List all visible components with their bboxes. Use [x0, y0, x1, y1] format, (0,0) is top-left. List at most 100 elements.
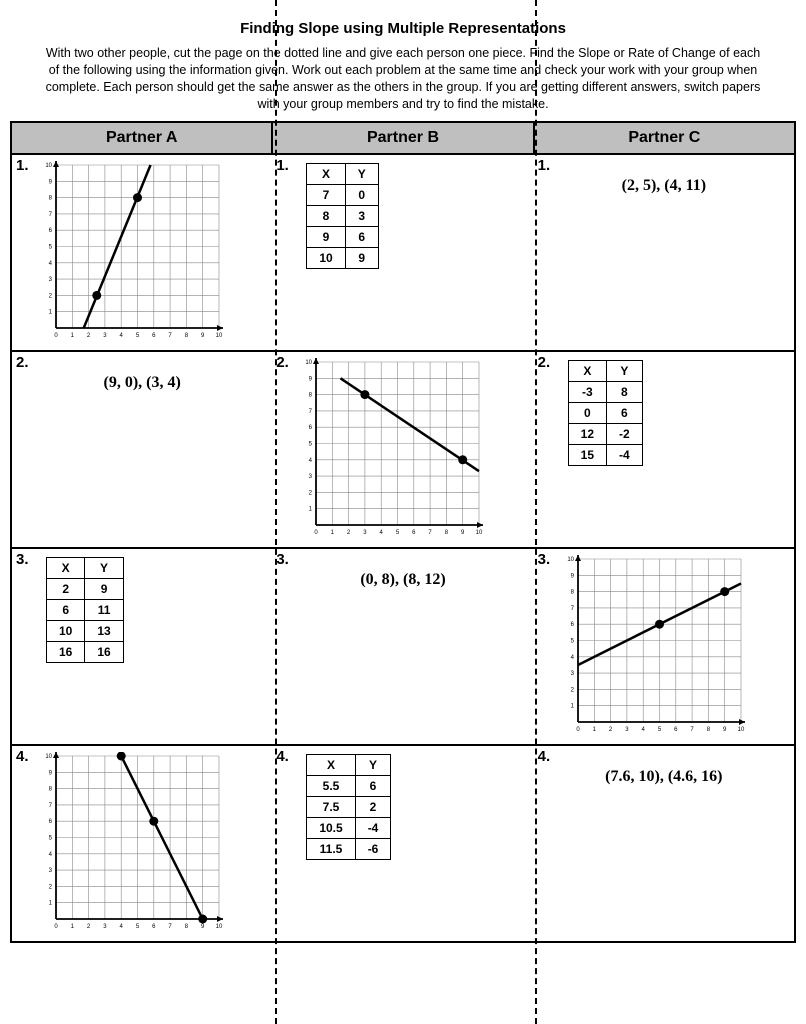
xy-row: 109 — [307, 247, 378, 268]
row-1: 1.01234567891012345678910 1.XY708396109 … — [11, 154, 795, 351]
svg-text:8: 8 — [309, 392, 313, 398]
svg-text:7: 7 — [429, 530, 433, 536]
row-3: 3.XY2961110131616 3.(0, 8), (8, 12) 3.01… — [11, 548, 795, 745]
num-4c: 4. — [538, 748, 551, 765]
xy-cell: -4 — [607, 444, 643, 465]
svg-text:3: 3 — [625, 727, 629, 733]
svg-text:4: 4 — [120, 333, 124, 339]
xy-row: 15-4 — [568, 444, 642, 465]
xy-header: X — [568, 360, 606, 381]
xy-cell: 16 — [47, 641, 85, 662]
cell-1b: 1.XY708396109 — [272, 154, 533, 351]
cell-4c: 4. (7.6, 10), (4.6, 16) — [534, 745, 795, 942]
num-3a: 3. — [16, 551, 29, 568]
svg-text:6: 6 — [570, 622, 574, 628]
xy-cell: 6 — [345, 226, 378, 247]
num-2b: 2. — [276, 354, 289, 371]
svg-text:2: 2 — [309, 490, 313, 496]
svg-text:3: 3 — [103, 333, 107, 339]
xy-row: 611 — [47, 599, 124, 620]
svg-text:4: 4 — [49, 851, 53, 857]
cell-3b: 3.(0, 8), (8, 12) — [272, 548, 533, 745]
svg-text:7: 7 — [570, 605, 574, 611]
xy-row: 06 — [568, 402, 642, 423]
num-2a: 2. — [16, 354, 29, 371]
num-3b: 3. — [276, 551, 289, 568]
xy-cell: 0 — [345, 184, 378, 205]
num-1a: 1. — [16, 157, 29, 174]
svg-text:1: 1 — [71, 333, 75, 339]
coordinate-graph: 01234567891012345678910 — [38, 752, 223, 937]
cell-3a: 3.XY2961110131616 — [11, 548, 272, 745]
xy-cell: 13 — [85, 620, 123, 641]
page-title: Finding Slope using Multiple Representat… — [10, 20, 796, 37]
svg-text:1: 1 — [49, 900, 53, 906]
svg-text:4: 4 — [309, 457, 313, 463]
xy-cell: 0 — [568, 402, 606, 423]
svg-text:8: 8 — [49, 195, 53, 201]
svg-text:7: 7 — [309, 408, 313, 414]
xy-cell: 5.5 — [307, 775, 355, 796]
svg-text:8: 8 — [570, 589, 574, 595]
svg-text:2: 2 — [49, 884, 53, 890]
svg-text:0: 0 — [315, 530, 319, 536]
svg-text:8: 8 — [185, 333, 189, 339]
svg-text:10: 10 — [45, 754, 52, 760]
xy-row: 12-2 — [568, 423, 642, 444]
svg-text:4: 4 — [120, 924, 124, 930]
xy-table: XY5.567.5210.5-411.5-6 — [306, 754, 391, 860]
num-4b: 4. — [276, 748, 289, 765]
svg-text:5: 5 — [657, 727, 661, 733]
xy-header: Y — [85, 557, 123, 578]
xy-cell: 11 — [85, 599, 123, 620]
xy-row: 1616 — [47, 641, 124, 662]
svg-text:10: 10 — [216, 333, 223, 339]
xy-row: 83 — [307, 205, 378, 226]
svg-text:4: 4 — [49, 260, 53, 266]
svg-text:3: 3 — [103, 924, 107, 930]
xy-cell: 12 — [568, 423, 606, 444]
svg-text:2: 2 — [570, 687, 574, 693]
cell-2a: 2. (9, 0), (3, 4) — [11, 351, 272, 548]
xy-cell: -4 — [355, 817, 391, 838]
svg-text:6: 6 — [309, 425, 313, 431]
svg-text:1: 1 — [71, 924, 75, 930]
xy-row: 1013 — [47, 620, 124, 641]
svg-text:2: 2 — [87, 924, 91, 930]
xy-cell: 3 — [345, 205, 378, 226]
xy-row: 5.56 — [307, 775, 391, 796]
svg-text:3: 3 — [49, 277, 53, 283]
svg-text:9: 9 — [461, 530, 465, 536]
cell-1a: 1.01234567891012345678910 — [11, 154, 272, 351]
svg-text:5: 5 — [396, 530, 400, 536]
svg-text:5: 5 — [49, 244, 53, 250]
svg-text:6: 6 — [152, 333, 156, 339]
xy-table: XY-380612-215-4 — [568, 360, 643, 466]
cell-4b: 4. XY5.567.5210.5-411.5-6 — [272, 745, 533, 942]
xy-header: Y — [345, 163, 378, 184]
svg-text:10: 10 — [216, 924, 223, 930]
xy-row: 96 — [307, 226, 378, 247]
svg-text:0: 0 — [576, 727, 580, 733]
coords-4c: (7.6, 10), (4.6, 16) — [540, 768, 788, 786]
svg-text:1: 1 — [309, 506, 313, 512]
xy-cell: 11.5 — [307, 838, 355, 859]
svg-text:9: 9 — [309, 376, 313, 382]
xy-cell: 2 — [47, 578, 85, 599]
svg-text:2: 2 — [49, 293, 53, 299]
xy-cell: 7.5 — [307, 796, 355, 817]
xy-row: 29 — [47, 578, 124, 599]
xy-row: 11.5-6 — [307, 838, 391, 859]
svg-text:10: 10 — [306, 360, 313, 366]
xy-cell: 9 — [345, 247, 378, 268]
num-1c: 1. — [538, 157, 551, 174]
svg-text:1: 1 — [570, 703, 574, 709]
xy-cell: 10 — [307, 247, 345, 268]
svg-text:5: 5 — [136, 333, 140, 339]
coords-2a: (9, 0), (3, 4) — [18, 374, 266, 392]
xy-cell: 8 — [607, 381, 643, 402]
xy-cell: 6 — [47, 599, 85, 620]
svg-text:10: 10 — [45, 163, 52, 169]
svg-text:7: 7 — [168, 924, 172, 930]
cell-4a: 4.01234567891012345678910 — [11, 745, 272, 942]
